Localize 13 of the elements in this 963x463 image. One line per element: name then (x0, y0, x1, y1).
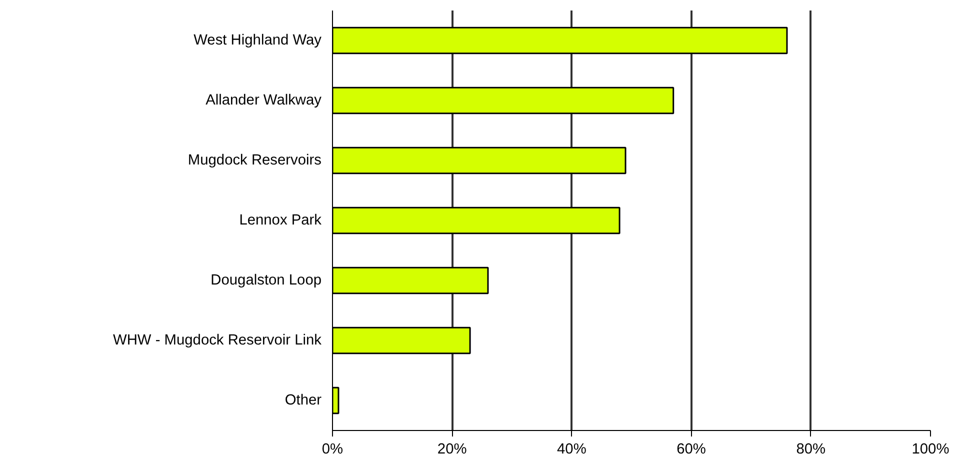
y-tick-label: Lennox Park (239, 212, 322, 228)
y-tick-label: Allander Walkway (206, 92, 322, 108)
x-tick-label: 60% (676, 442, 706, 458)
y-tick-label: West Highland Way (194, 32, 322, 48)
y-tick-label: Dougalston Loop (210, 272, 322, 288)
y-tick-label: Other (284, 392, 322, 408)
x-tick-label: 100% (912, 442, 950, 458)
x-tick-label: 0% (322, 442, 344, 458)
x-tick-label: 40% (557, 442, 586, 458)
x-tick-label: 80% (796, 442, 826, 458)
y-tick-label: WHW - Mugdock Reservoir Link (113, 332, 322, 348)
x-tick-label: 20% (437, 442, 467, 458)
y-tick-label: Mugdock Reservoirs (188, 152, 322, 168)
